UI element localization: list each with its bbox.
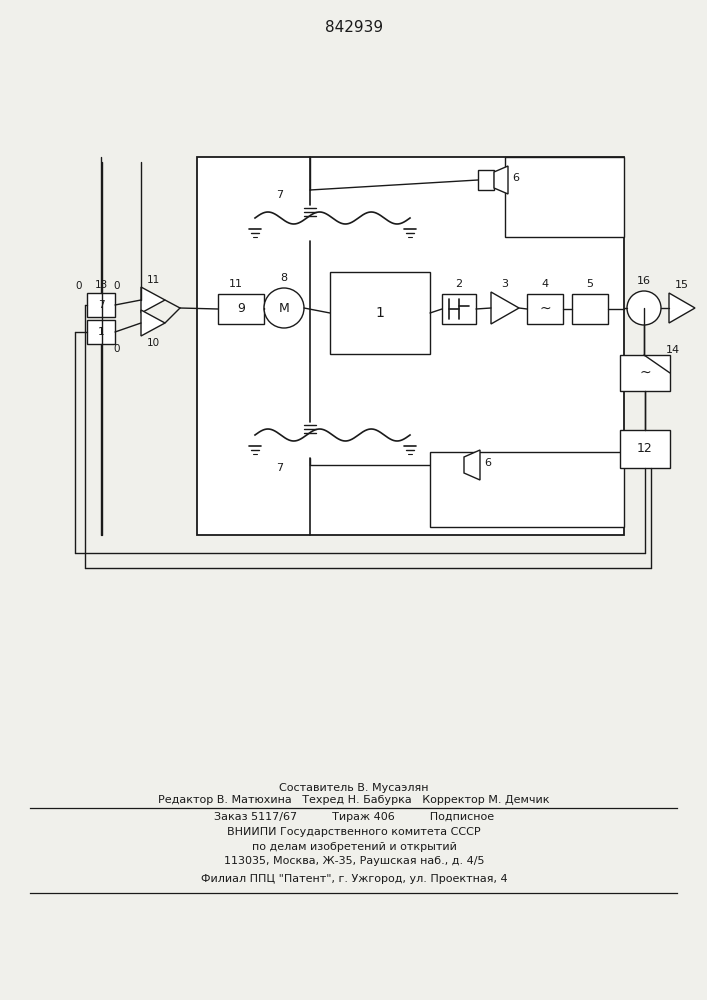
Text: 3: 3 bbox=[501, 279, 508, 289]
Text: по делам изобретений и открытий: по делам изобретений и открытий bbox=[252, 842, 457, 852]
Text: 15: 15 bbox=[675, 280, 689, 290]
Text: 11: 11 bbox=[229, 279, 243, 289]
Text: 7: 7 bbox=[276, 463, 284, 473]
Bar bbox=[442, 294, 476, 324]
Polygon shape bbox=[464, 450, 480, 480]
Bar bbox=[505, 157, 624, 237]
Text: 13: 13 bbox=[94, 280, 107, 290]
Text: 7: 7 bbox=[276, 190, 284, 200]
Bar bbox=[448, 455, 464, 475]
Bar bbox=[620, 355, 670, 391]
Circle shape bbox=[627, 291, 661, 325]
Text: 11: 11 bbox=[146, 275, 160, 285]
Text: 2: 2 bbox=[455, 279, 462, 289]
Polygon shape bbox=[141, 310, 165, 336]
Circle shape bbox=[264, 288, 304, 328]
Text: 1: 1 bbox=[375, 306, 385, 320]
Polygon shape bbox=[669, 293, 695, 323]
Text: 842939: 842939 bbox=[325, 20, 383, 35]
Text: Составитель В. Мусаэлян: Составитель В. Мусаэлян bbox=[279, 783, 428, 793]
Text: ~: ~ bbox=[539, 302, 551, 316]
Text: 7: 7 bbox=[98, 300, 105, 310]
Bar bbox=[430, 452, 624, 527]
Text: Редактор В. Матюхина   Техред Н. Бабурка   Корректор М. Демчик: Редактор В. Матюхина Техред Н. Бабурка К… bbox=[158, 795, 550, 805]
Text: 113035, Москва, Ж-35, Раушская наб., д. 4/5: 113035, Москва, Ж-35, Раушская наб., д. … bbox=[223, 856, 484, 866]
Text: 8: 8 bbox=[281, 273, 288, 283]
Bar bbox=[197, 157, 624, 535]
Bar bbox=[478, 170, 494, 190]
Text: 9: 9 bbox=[237, 302, 245, 316]
Text: 1: 1 bbox=[98, 327, 105, 337]
Text: Заказ 5117/67          Тираж 406          Подписное: Заказ 5117/67 Тираж 406 Подписное bbox=[214, 812, 494, 822]
Text: 0: 0 bbox=[76, 281, 82, 291]
Text: 0: 0 bbox=[114, 344, 120, 354]
Text: 0: 0 bbox=[114, 281, 120, 291]
Text: ВНИИПИ Государственного комитета СССР: ВНИИПИ Государственного комитета СССР bbox=[227, 827, 481, 837]
Text: 4: 4 bbox=[542, 279, 549, 289]
Text: 16: 16 bbox=[637, 276, 651, 286]
Text: ~: ~ bbox=[639, 366, 651, 380]
Text: 6: 6 bbox=[513, 173, 520, 183]
Bar bbox=[218, 294, 264, 324]
Bar bbox=[572, 294, 608, 324]
Bar bbox=[330, 272, 430, 354]
Text: 14: 14 bbox=[666, 345, 680, 355]
Polygon shape bbox=[141, 287, 165, 313]
Bar bbox=[87, 320, 115, 344]
Text: 6: 6 bbox=[484, 458, 491, 468]
Bar bbox=[620, 430, 670, 468]
Text: М: М bbox=[279, 302, 289, 314]
Text: 10: 10 bbox=[146, 338, 160, 348]
Bar bbox=[527, 294, 563, 324]
Polygon shape bbox=[494, 166, 508, 194]
Polygon shape bbox=[491, 292, 519, 324]
Text: Филиал ППЦ "Патент", г. Ужгород, ул. Проектная, 4: Филиал ППЦ "Патент", г. Ужгород, ул. Про… bbox=[201, 874, 508, 884]
Text: 12: 12 bbox=[637, 442, 653, 456]
Text: 5: 5 bbox=[587, 279, 593, 289]
Bar bbox=[87, 293, 115, 317]
